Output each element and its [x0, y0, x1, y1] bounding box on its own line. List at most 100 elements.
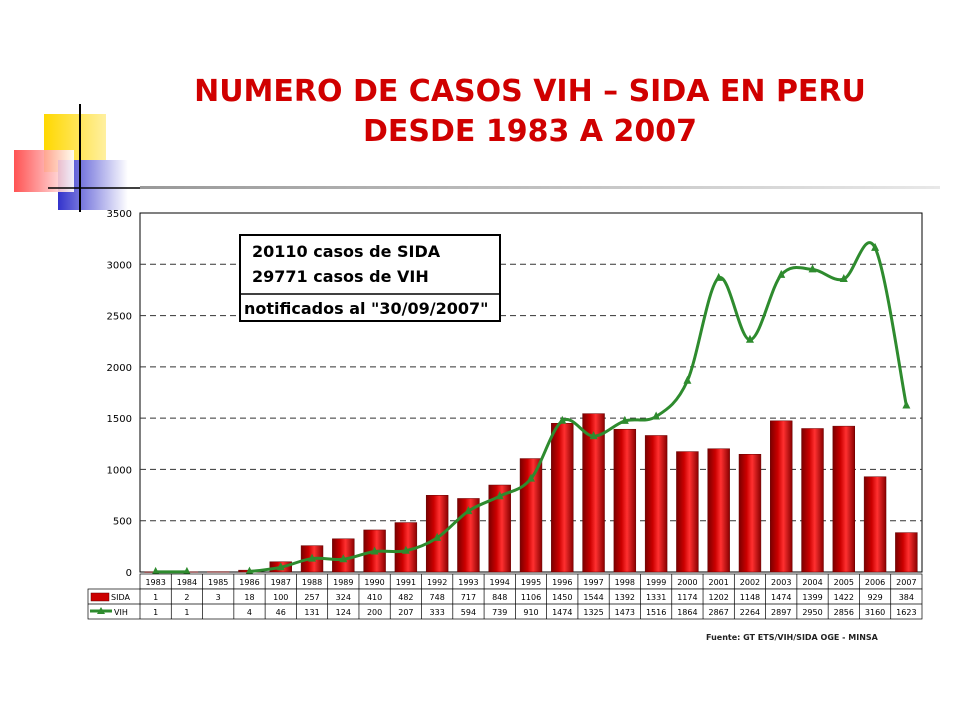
vih-value: 910	[523, 608, 538, 617]
sida-bar	[551, 423, 574, 573]
sida-value: 1	[153, 593, 158, 602]
vih-value: 2264	[740, 608, 760, 617]
vih-value: 1623	[896, 608, 916, 617]
y-tick-label: 2500	[107, 312, 132, 323]
x-tick-label: 1986	[239, 578, 259, 587]
vih-value: 1474	[552, 608, 572, 617]
vih-value: 333	[430, 608, 445, 617]
source-note: Fuente: GT ETS/VIH/SIDA OGE - MINSA	[706, 633, 878, 642]
sida-value: 1392	[615, 593, 635, 602]
vih-marker	[276, 562, 285, 571]
vih-legend-label: VIH	[114, 608, 128, 617]
x-tick-label: 1991	[396, 578, 416, 587]
vih-marker	[370, 546, 379, 555]
y-tick-label: 0	[126, 568, 132, 579]
sida-value: 1106	[521, 593, 541, 602]
annotation-frame	[239, 234, 501, 322]
sida-value: 3	[216, 593, 221, 602]
vih-value: 131	[304, 608, 319, 617]
sida-legend-key	[90, 592, 110, 602]
title-underline	[140, 186, 940, 189]
vih-marker	[683, 375, 692, 384]
vih-value: 1516	[646, 608, 666, 617]
x-tick-label: 1998	[615, 578, 635, 587]
sida-bar	[519, 458, 543, 573]
vih-value: 594	[461, 608, 476, 617]
vih-value: 2856	[834, 608, 854, 617]
sida-value: 1174	[677, 593, 697, 602]
sida-bar	[770, 420, 793, 573]
vih-value: 739	[492, 608, 507, 617]
sida-bar	[832, 425, 855, 573]
y-tick-label: 3000	[107, 260, 132, 271]
vih-marker	[182, 566, 191, 575]
x-tick-label: 1997	[583, 578, 603, 587]
vih-marker	[714, 272, 723, 281]
x-tick-label: 1988	[302, 578, 322, 587]
sida-value: 1202	[709, 593, 729, 602]
vih-legend-marker	[97, 607, 105, 614]
sida-bar	[707, 448, 730, 573]
x-tick-label: 2007	[896, 578, 916, 587]
sida-value: 848	[492, 593, 507, 602]
vih-value: 1	[153, 608, 158, 617]
sida-value: 257	[304, 593, 319, 602]
x-tick-label: 2000	[677, 578, 697, 587]
sida-value: 18	[244, 593, 254, 602]
sida-bar	[582, 413, 605, 573]
sida-bar	[863, 476, 887, 573]
x-tick-label: 2004	[802, 578, 822, 587]
vih-marker	[589, 431, 598, 440]
vih-marker	[871, 242, 880, 251]
x-tick-label: 1989	[333, 578, 353, 587]
vih-value: 1325	[583, 608, 603, 617]
vih-value: 3160	[865, 608, 885, 617]
sida-bar	[488, 484, 511, 573]
vih-marker	[558, 415, 567, 424]
y-tick-label: 1500	[107, 414, 132, 425]
annotation-box: 20110 casos de SIDA 29771 casos de VIH n…	[239, 234, 501, 322]
vih-value: 1473	[615, 608, 635, 617]
x-tick-label: 2003	[771, 578, 791, 587]
sida-value: 748	[430, 593, 445, 602]
vih-value: 207	[398, 608, 413, 617]
sida-legend-label: SIDA	[111, 593, 130, 602]
vih-marker	[495, 491, 504, 500]
vih-marker	[151, 566, 160, 575]
sida-value: 1474	[771, 593, 791, 602]
x-tick-label: 2006	[865, 578, 885, 587]
vih-value: 124	[336, 608, 351, 617]
vih-marker	[464, 506, 473, 515]
vih-marker	[652, 411, 661, 420]
vih-marker	[745, 334, 754, 343]
sida-value: 1544	[583, 593, 603, 602]
vih-marker	[339, 554, 348, 563]
x-tick-label: 1996	[552, 578, 572, 587]
vih-marker	[902, 400, 911, 409]
y-tick-label: 3500	[107, 209, 132, 220]
x-tick-label: 1992	[427, 578, 447, 587]
sida-value: 384	[899, 593, 914, 602]
data-table: 1983 1 1 1984 2 1 1985 3 1986 18 4 1987 100 46 1988 257…	[87, 573, 923, 620]
sida-bar	[207, 571, 230, 573]
x-tick-label: 1993	[458, 578, 478, 587]
vih-value: 2867	[709, 608, 729, 617]
x-tick-label: 1984	[177, 578, 197, 587]
annotation-line3: notificados al "30/09/2007"	[244, 299, 488, 318]
sida-value: 100	[273, 593, 288, 602]
x-tick-label: 2001	[709, 578, 729, 587]
x-tick-label: 2002	[740, 578, 760, 587]
decorative-squares	[14, 104, 140, 212]
vih-value: 4	[247, 608, 252, 617]
slide-title-line2: DESDE 1983 A 2007	[363, 114, 697, 149]
y-tick-label: 500	[113, 517, 132, 528]
x-tick-label: 1985	[208, 578, 228, 587]
vih-value: 200	[367, 608, 382, 617]
sida-value: 1422	[834, 593, 854, 602]
sida-value: 482	[398, 593, 413, 602]
vih-marker	[808, 264, 817, 273]
sida-value: 1331	[646, 593, 666, 602]
x-tick-label: 1995	[521, 578, 541, 587]
vih-value: 2950	[802, 608, 822, 617]
